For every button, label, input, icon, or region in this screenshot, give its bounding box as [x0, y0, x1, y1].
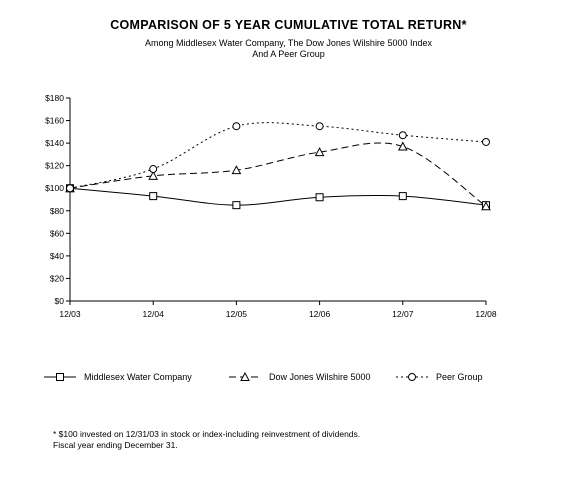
chart-subtitle-line-1: Among Middlesex Water Company, The Dow J… — [145, 38, 432, 48]
x-tick-label: 12/04 — [143, 309, 165, 319]
chart-subtitle-line-2: And A Peer Group — [252, 49, 325, 59]
y-tick-label: $20 — [50, 273, 64, 283]
data-point-square — [315, 193, 324, 202]
y-tick-label: $100 — [45, 183, 64, 193]
legend-label: Middlesex Water Company — [84, 372, 192, 382]
x-tick-label: 12/08 — [475, 309, 497, 319]
data-point-square — [398, 192, 407, 201]
x-tick-label: 12/03 — [59, 309, 81, 319]
data-point-circle — [149, 165, 158, 174]
data-point-triangle — [148, 170, 159, 180]
data-point-triangle — [314, 147, 325, 157]
data-point-triangle — [397, 141, 408, 151]
series-line-circle — [69, 122, 487, 189]
data-point-circle — [66, 184, 74, 193]
y-tick-label: $120 — [45, 161, 64, 171]
data-point-square — [149, 192, 158, 201]
x-tick-label: 12/05 — [226, 309, 248, 319]
y-tick-label: $60 — [50, 228, 64, 238]
x-tick-label: 12/06 — [309, 309, 331, 319]
x-tick-label: 12/07 — [392, 309, 414, 319]
y-tick-label: $40 — [50, 251, 64, 261]
legend-marker-triangle — [240, 371, 250, 381]
series-line-square — [69, 187, 487, 206]
chart-title: COMPARISON OF 5 YEAR CUMULATIVE TOTAL RE… — [110, 18, 467, 32]
data-point-circle — [315, 122, 324, 131]
y-tick-label: $140 — [45, 138, 64, 148]
series-line-triangle — [69, 142, 487, 207]
legend-label: Dow Jones Wilshire 5000 — [269, 372, 371, 382]
legend-marker-square — [56, 373, 64, 381]
y-tick-label: $180 — [45, 93, 64, 103]
data-point-square — [232, 201, 241, 210]
data-point-triangle — [231, 165, 242, 175]
data-point-circle — [398, 131, 407, 140]
data-point-circle — [232, 122, 241, 131]
footnote-fiscal-year: Fiscal year ending December 31. — [53, 440, 178, 450]
y-tick-label: $80 — [50, 206, 64, 216]
footnote-investment: * $100 invested on 12/31/03 in stock or … — [53, 429, 361, 439]
y-tick-label: $160 — [45, 116, 64, 126]
y-tick-label: $0 — [55, 296, 65, 306]
legend-label: Peer Group — [436, 372, 483, 382]
data-point-triangle — [481, 201, 491, 211]
legend-marker-circle — [408, 373, 416, 381]
data-point-circle — [482, 137, 490, 146]
